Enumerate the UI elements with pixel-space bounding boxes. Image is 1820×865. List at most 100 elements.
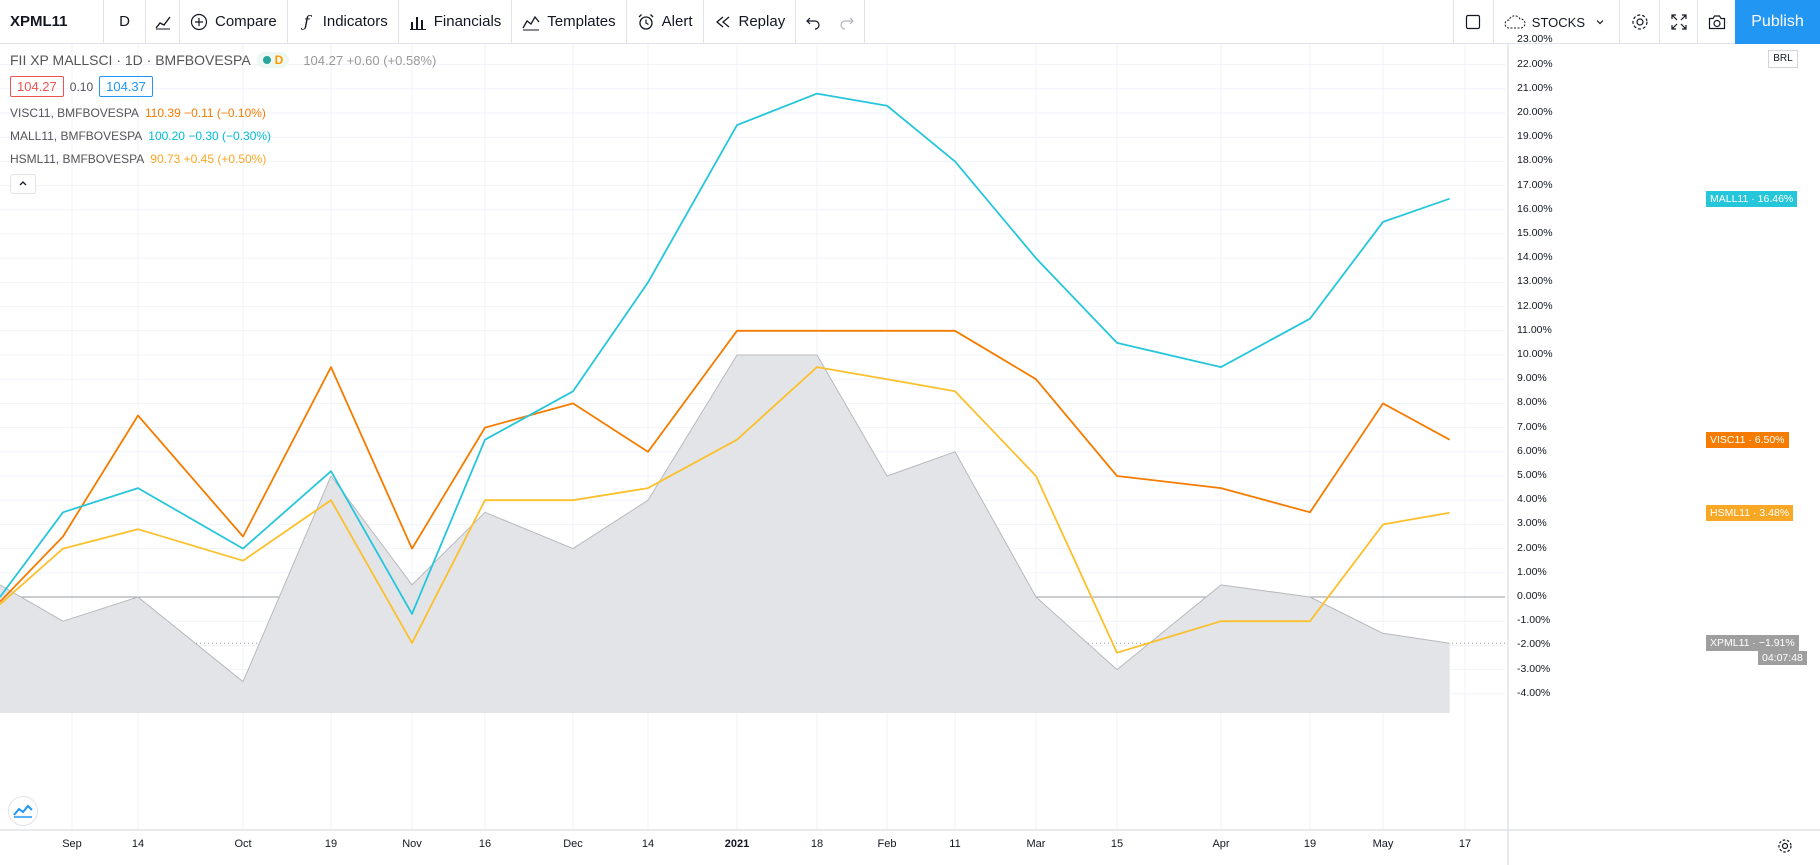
main-series-title: FII XP MALLSCI · 1D · BMFBOVESPA [10,52,251,68]
y-tick-label: 20.00% [1517,106,1553,118]
hsml-price-label: HSML11 · 3.48% [1706,504,1794,521]
y-tick-label: 6.00% [1517,444,1547,457]
y-tick-label: -2.00% [1517,638,1551,651]
x-tick-label: 19 [1303,838,1317,850]
snapshot-button[interactable] [1697,0,1735,44]
legend-series-visc[interactable]: VISC11, BMFBOVESPA 110.39 −0.11 (−0.10%) [10,106,436,120]
y-tick-label: 7.00% [1517,420,1547,433]
fullscreen-button[interactable] [1659,0,1697,44]
x-tick-label: 14 [131,838,145,850]
indicators-label: Indicators [322,13,388,30]
bar-countdown: 04:07:48 [1758,651,1807,666]
x-tick-label: 19 [324,838,338,850]
rewind-icon [714,13,732,31]
legend-series-hsml[interactable]: HSML11, BMFBOVESPA 90.73 +0.45 (+0.50%) [10,152,436,166]
interval-label: D [119,13,130,30]
cloud-icon [1504,13,1526,31]
plus-circle-icon [190,13,208,31]
series-name: VISC11, BMFBOVESPA [10,106,139,120]
alert-label: Alert [661,13,693,30]
compare-button[interactable]: Compare [180,0,288,44]
market-status-badge: D [256,52,290,68]
axis-settings-gear-icon[interactable] [1775,836,1795,856]
legend-series-mall[interactable]: MALL11, BMFBOVESPA 100.20 −0.30 (−0.30%) [10,129,436,143]
undo-icon [804,13,822,31]
fullscreen-icon [1670,13,1688,31]
y-tick-label: 11.00% [1517,323,1552,336]
symbol-search[interactable]: XPML11 [0,0,104,44]
y-tick-label: 3.00% [1517,517,1547,530]
x-tick-label: 11 [949,838,961,850]
y-tick-label: 18.00% [1517,154,1553,167]
main-series-legend[interactable]: FII XP MALLSCI · 1D · BMFBOVESPA D 104.2… [10,52,436,68]
x-tick-label: 14 [641,838,655,850]
settings-button[interactable] [1619,0,1659,44]
y-tick-label: 5.00% [1517,469,1547,481]
alert-button[interactable]: Alert [627,0,704,44]
x-tick-label: Feb [877,838,897,850]
publish-button[interactable]: Publish [1735,0,1820,44]
x-tick-label: 16 [478,838,492,850]
currency-label[interactable]: BRL [1768,50,1798,68]
y-tick-label: 4.00% [1517,493,1547,506]
compare-label: Compare [215,13,277,30]
chevron-up-icon [18,178,28,190]
chart-pane[interactable] [0,44,1820,865]
bars-style-icon [154,13,172,31]
redo-button[interactable] [830,0,866,44]
x-tick-label: Sep [62,838,82,850]
financials-button[interactable]: Financials [399,0,513,44]
y-tick-label: 16.00% [1517,202,1553,215]
series-values: 90.73 +0.45 (+0.50%) [150,152,267,166]
delayed-badge: D [274,53,284,67]
tradingview-logo-icon[interactable] [8,796,38,826]
layout-select[interactable]: STOCKS [1492,0,1619,44]
replay-label: Replay [738,13,786,30]
y-tick-label: 21.00% [1517,81,1553,94]
camera-icon [1708,13,1726,31]
templates-label: Templates [547,13,616,30]
visc11-series-line [0,329,1451,603]
x-tick-label: 18 [810,838,824,850]
xpml-price-label: XPML11 · −1.91% [1706,635,1799,652]
function-icon: ƒ [303,12,310,31]
y-tick-label: 22.00% [1517,57,1553,70]
chart-style-button[interactable] [146,0,180,44]
y-tick-label: 23.00% [1517,33,1553,46]
alarm-clock-icon [637,13,655,31]
chart-canvas[interactable] [0,44,1820,865]
legend-collapse-button[interactable] [10,174,36,194]
series-name: MALL11, BMFBOVESPA [10,129,143,143]
indicators-button[interactable]: ƒ Indicators [288,0,399,44]
market-open-icon [262,56,271,64]
y-tick-label: 9.00% [1517,372,1547,385]
y-tick-label: 1.00% [1517,565,1547,578]
replay-button[interactable]: Replay [704,0,797,44]
sell-price-button[interactable]: 104.27 [10,76,64,97]
y-tick-label: 0.00% [1517,590,1547,602]
interval-button[interactable]: D [104,0,146,44]
xpml11-area [0,355,1450,714]
x-tick-label: Apr [1212,838,1230,850]
top-toolbar: XPML11 D Compare ƒ Indicators Financials… [0,0,1820,44]
series-values: 100.20 −0.30 (−0.30%) [148,129,272,143]
buy-price-button[interactable]: 104.37 [99,76,153,97]
x-tick-label: May [1372,838,1394,850]
visc-price-label: VISC11 · 6.50% [1706,431,1789,448]
mall-price-label: MALL11 · 16.46% [1706,190,1798,207]
x-tick-label: Nov [402,838,422,850]
x-tick-label: 17 [1458,838,1472,850]
templates-button[interactable]: Templates [512,0,627,44]
x-tick-label: Dec [563,838,583,850]
y-tick-label: -1.00% [1517,614,1551,627]
y-tick-label: -3.00% [1517,662,1551,675]
layout-toggle-button[interactable] [1452,0,1493,44]
y-tick-label: 12.00% [1517,299,1553,312]
y-tick-label: 19.00% [1517,130,1553,143]
x-tick-label: Mar [1026,838,1046,850]
y-tick-label: -4.00% [1517,686,1551,699]
bar-chart-icon [409,13,427,31]
main-series-values: 104.27 +0.60 (+0.58%) [303,52,437,68]
square-icon [1464,13,1482,31]
undo-button[interactable] [796,0,830,44]
